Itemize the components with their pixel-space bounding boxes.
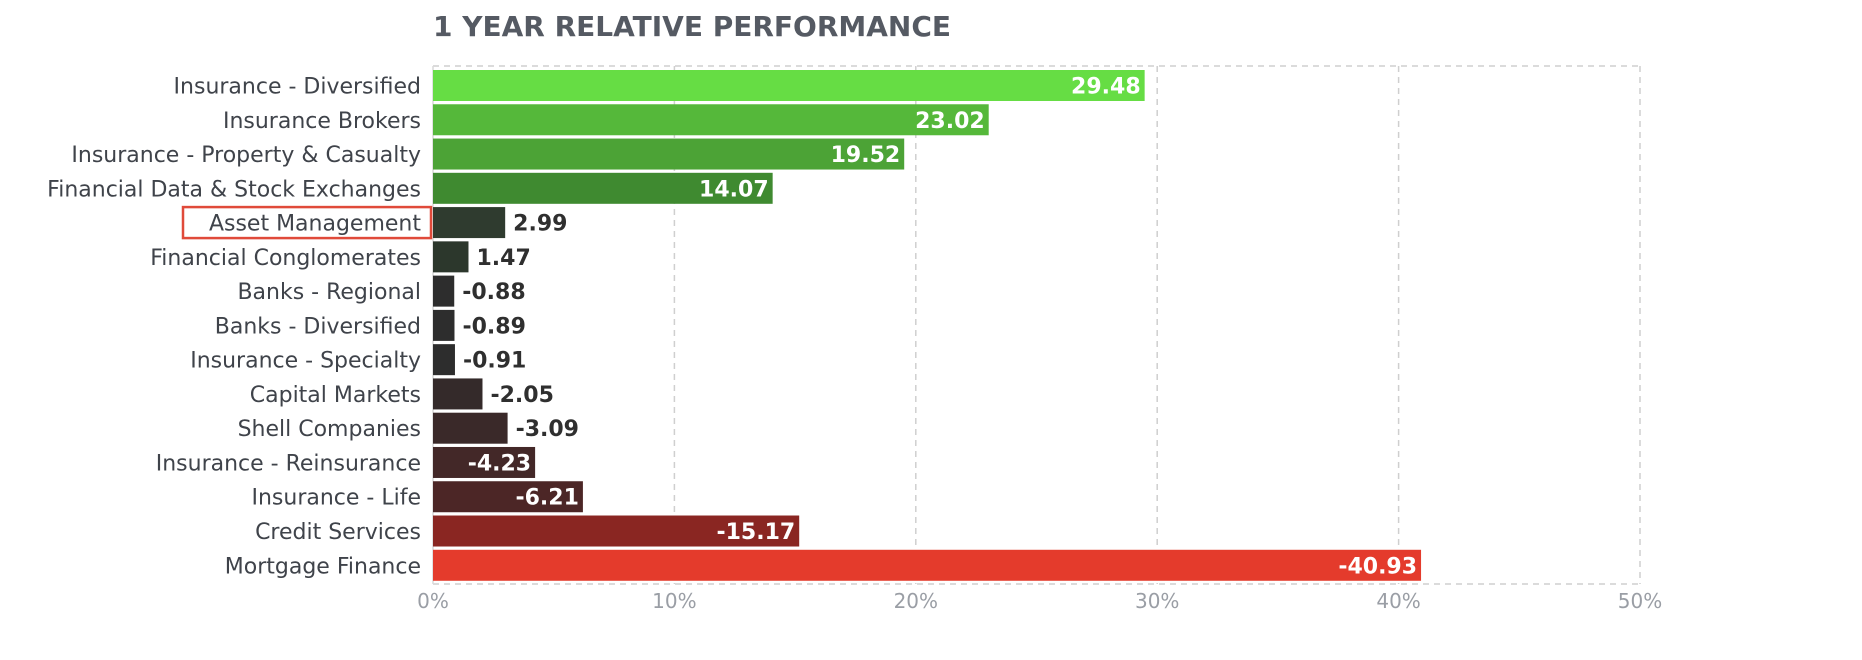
bar — [433, 549, 1422, 581]
category-label: Insurance - Property & Casualty — [71, 143, 421, 168]
category-label: Asset Management — [209, 212, 421, 237]
category-label: Insurance - Specialty — [190, 349, 421, 374]
category-label: Financial Data & Stock Exchanges — [47, 177, 421, 202]
x-tick-label: 20% — [894, 589, 938, 613]
value-label: -0.89 — [462, 314, 525, 339]
bar — [433, 207, 506, 239]
x-tick-label: 10% — [652, 589, 696, 613]
category-labels: Insurance - Diversified Insurance Brokers… — [47, 75, 421, 580]
bar — [433, 378, 483, 410]
bar — [433, 241, 469, 273]
value-label: 2.99 — [513, 212, 567, 237]
bar — [433, 481, 583, 513]
bar — [433, 275, 455, 307]
category-label: Insurance - Life — [251, 486, 421, 511]
chart-title: 1 YEAR RELATIVE PERFORMANCE — [433, 10, 952, 43]
x-axis-ticks: 0% 10% 20% 30% 40% 50% — [417, 589, 1662, 613]
value-label: -2.05 — [490, 383, 553, 408]
category-label: Financial Conglomerates — [150, 246, 421, 271]
category-label: Credit Services — [255, 520, 421, 545]
bar — [433, 412, 508, 444]
x-tick-label: 40% — [1376, 589, 1420, 613]
value-label: 1.47 — [476, 246, 530, 271]
bar — [433, 172, 773, 204]
category-label: Insurance Brokers — [223, 109, 421, 134]
bar — [433, 515, 800, 547]
value-labels: 29.48 23.02 19.52 14.07 2.99 1.47 -0.88 -0.89 -0… — [462, 75, 1417, 580]
category-label: Mortgage Finance — [225, 554, 421, 579]
bar — [433, 70, 1145, 101]
highlight-box — [181, 205, 433, 240]
value-label: -40.93 — [1338, 554, 1417, 579]
category-label: Insurance - Diversified — [174, 75, 421, 100]
value-label: -6.21 — [515, 486, 578, 511]
value-label: 29.48 — [1071, 75, 1141, 100]
x-tick-label: 0% — [417, 589, 449, 613]
bar — [433, 446, 536, 478]
value-label: 19.52 — [831, 143, 901, 168]
bar — [433, 138, 905, 170]
value-label: 23.02 — [915, 109, 985, 134]
category-label: Banks - Regional — [237, 280, 421, 305]
x-tick-label: 30% — [1135, 589, 1179, 613]
bars — [433, 70, 1422, 581]
bar — [433, 309, 455, 341]
bar — [433, 344, 455, 376]
value-label: -4.23 — [468, 451, 531, 476]
category-label: Shell Companies — [238, 417, 421, 442]
value-label: 14.07 — [699, 177, 769, 202]
x-tick-label: 50% — [1618, 589, 1662, 613]
value-label: -0.91 — [463, 349, 526, 374]
bar — [433, 104, 989, 136]
category-label: Banks - Diversified — [215, 314, 421, 339]
value-label: -15.17 — [716, 520, 795, 545]
value-label: -0.88 — [462, 280, 525, 305]
value-label: -3.09 — [516, 417, 579, 442]
category-label: Capital Markets — [250, 383, 421, 408]
category-label: Insurance - Reinsurance — [156, 451, 421, 476]
